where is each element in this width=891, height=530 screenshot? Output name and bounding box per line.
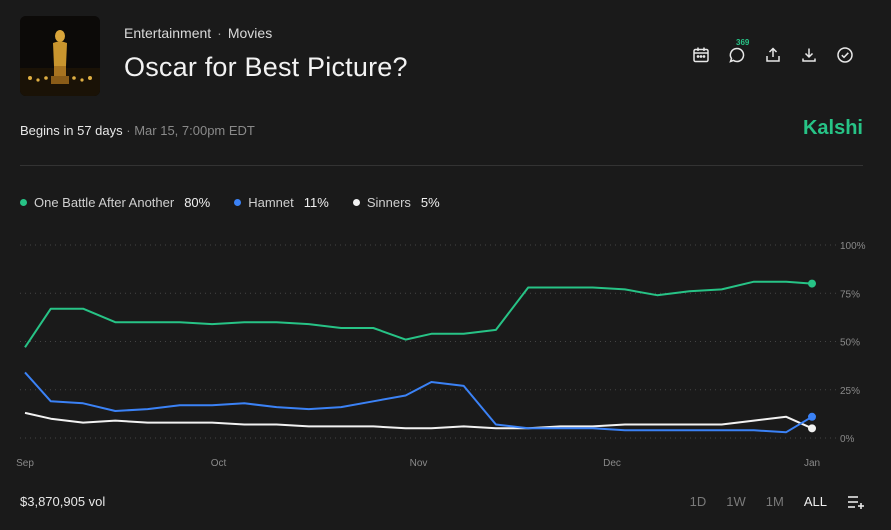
legend-value: 5% [420, 195, 440, 210]
legend-swatch [20, 199, 27, 206]
series-line [24, 371, 813, 434]
range-1w[interactable]: 1W [726, 494, 746, 509]
y-tick-label: 25% [840, 386, 860, 397]
breadcrumb-category[interactable]: Entertainment [124, 25, 212, 41]
event-date: Mar 15, 7:00pm EDT [134, 123, 255, 138]
y-tick-label: 100% [840, 241, 866, 252]
series-endpoint [808, 412, 816, 421]
legend-swatch [234, 199, 242, 206]
watch-button[interactable] [834, 44, 856, 66]
share-icon [766, 47, 780, 62]
legend-item[interactable]: Sinners 5% [352, 195, 440, 210]
page-title: Oscar for Best Picture? [124, 52, 408, 82]
comment-count-badge: 369 [736, 38, 750, 47]
begins-label: Begins in 57 days [20, 123, 123, 138]
x-tick-label: Dec [603, 458, 621, 469]
calendar-icon [693, 47, 709, 63]
price-chart[interactable]: 100% 75% 50% 25% 0% Sep Oct Nov Dec Jan [0, 230, 891, 475]
kalshi-logo[interactable]: Kalshi [802, 117, 863, 139]
x-tick-label: Nov [410, 458, 428, 469]
breadcrumb: Entertainment · Movies [124, 25, 272, 41]
download-button[interactable] [798, 44, 820, 66]
series-endpoint [808, 279, 816, 288]
volume: $3,870,905 vol [20, 494, 106, 509]
legend-label: Hamnet [248, 195, 294, 210]
series-endpoint [808, 424, 816, 433]
y-tick-label: 75% [840, 289, 860, 300]
legend-swatch [352, 199, 360, 206]
chart-legend: One Battle After Another 80% Hamnet 11% … [20, 195, 440, 210]
comments-button[interactable]: 369 [726, 38, 749, 66]
x-tick-label: Sep [16, 458, 34, 469]
legend-item[interactable]: Hamnet 11% [234, 195, 329, 210]
range-1m[interactable]: 1M [765, 494, 784, 509]
calendar-button[interactable] [690, 44, 712, 66]
begins-separator: · [126, 123, 131, 138]
toolbar: 369 [690, 38, 856, 66]
y-tick-label: 0% [840, 434, 855, 445]
range-selector: 1D 1W 1M ALL [690, 494, 865, 509]
legend-value: 80% [184, 195, 211, 210]
check-circle-icon [837, 47, 853, 63]
event-begins: Begins in 57 days · Mar 15, 7:00pm EDT [20, 123, 255, 138]
share-button[interactable] [762, 44, 784, 66]
series-line [24, 280, 813, 348]
breadcrumb-subcategory[interactable]: Movies [227, 25, 273, 41]
x-tick-label: Jan [804, 458, 820, 469]
x-tick-label: Oct [211, 458, 227, 469]
y-tick-label: 50% [840, 338, 860, 349]
legend-item[interactable]: One Battle After Another 80% [20, 195, 210, 210]
breadcrumb-separator: · [217, 25, 222, 41]
legend-label: One Battle After Another [34, 195, 175, 210]
legend-value: 11% [303, 195, 329, 210]
event-thumbnail [20, 16, 100, 96]
oscar-statue-image [20, 16, 100, 96]
range-1d[interactable]: 1D [689, 494, 707, 509]
download-icon [802, 48, 816, 62]
divider [20, 165, 863, 166]
series-line [24, 411, 813, 430]
comment-icon [729, 47, 745, 63]
range-all[interactable]: ALL [803, 494, 827, 509]
legend-label: Sinners [366, 195, 411, 210]
add-list-icon[interactable] [847, 495, 865, 509]
